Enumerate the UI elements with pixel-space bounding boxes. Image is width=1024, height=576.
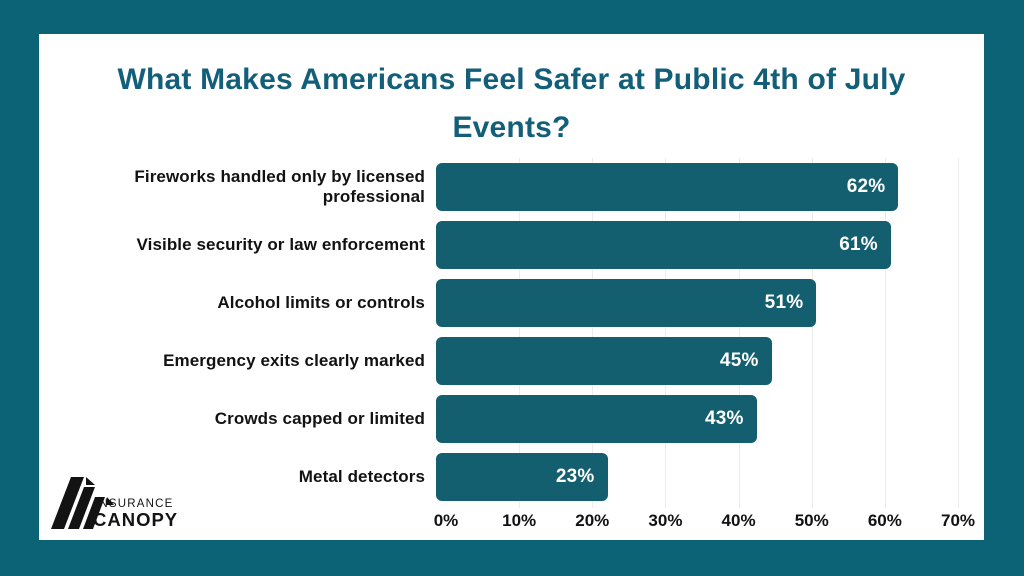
x-tick: 30% [648, 511, 683, 530]
svg-text:CANOPY: CANOPY [93, 509, 178, 530]
bar: 61% [436, 221, 891, 269]
chart-title: What Makes Americans Feel Safer at Publi… [117, 63, 906, 144]
bar-row: Visible security or law enforcement 61% [39, 216, 958, 274]
plot-gridlines [446, 158, 959, 508]
bar-row: Alcohol limits or controls 51% [39, 274, 958, 332]
bar-track: 61% [436, 221, 958, 269]
bar: 23% [436, 453, 608, 501]
bar-row: Metal detectors 23% [39, 448, 958, 506]
x-tick: 60% [867, 511, 902, 530]
category-label: Crowds capped or limited [214, 409, 425, 428]
bar-value-label: 51% [764, 292, 804, 313]
chart-card: What Makes Americans Feel Safer at Publi… [39, 34, 984, 540]
gridline [884, 158, 886, 508]
category-label: Visible security or law enforcement [136, 235, 425, 254]
bar: 62% [436, 163, 899, 211]
category-label: Alcohol limits or controls [217, 293, 425, 312]
bar-rows: Fireworks handled only by licensed profe… [39, 158, 958, 506]
x-tick: 70% [940, 511, 976, 530]
bar: 45% [436, 337, 772, 385]
bar-track: 62% [436, 163, 958, 211]
gridline [519, 158, 521, 508]
bar-value-label: 61% [839, 234, 878, 255]
bar-row: Emergency exits clearly marked 45% [39, 332, 958, 390]
bar-row: Crowds capped or limited 43% [39, 390, 958, 448]
x-axis: 0% 10% 20% 30% 40% 50% 60% 70% [434, 511, 975, 537]
insurance-canopy-logo: INSURANCE CANOPY [49, 467, 199, 537]
bar-value-label: 43% [705, 408, 744, 429]
bar-track: 23% [436, 453, 958, 501]
bar: 43% [436, 395, 757, 443]
svg-text:INSURANCE: INSURANCE [95, 498, 174, 510]
category-label: Emergency exits clearly marked [163, 351, 425, 370]
gridline [592, 158, 594, 508]
gridline [738, 158, 740, 508]
x-tick: 0% [433, 511, 459, 530]
bar-track: 51% [436, 279, 958, 327]
gridline [811, 158, 813, 508]
gridline [958, 158, 959, 508]
bar-value-label: 62% [846, 176, 886, 197]
bar-value-label: 45% [719, 350, 759, 371]
bar-value-label: 23% [555, 466, 595, 487]
canopy-stripes-icon: INSURANCE CANOPY [51, 477, 178, 530]
bar-track: 43% [436, 395, 958, 443]
category-label: Metal detectors [298, 467, 425, 486]
gridline [665, 158, 667, 508]
x-tick: 50% [794, 511, 829, 530]
bar-row: Fireworks handled only by licensed profe… [39, 158, 958, 216]
x-tick: 20% [575, 511, 610, 530]
category-label: Fireworks handled only by licensed profe… [134, 167, 425, 206]
bar: 51% [436, 279, 817, 327]
x-tick: 40% [721, 511, 756, 530]
bar-track: 45% [436, 337, 958, 385]
x-tick: 10% [502, 511, 537, 530]
